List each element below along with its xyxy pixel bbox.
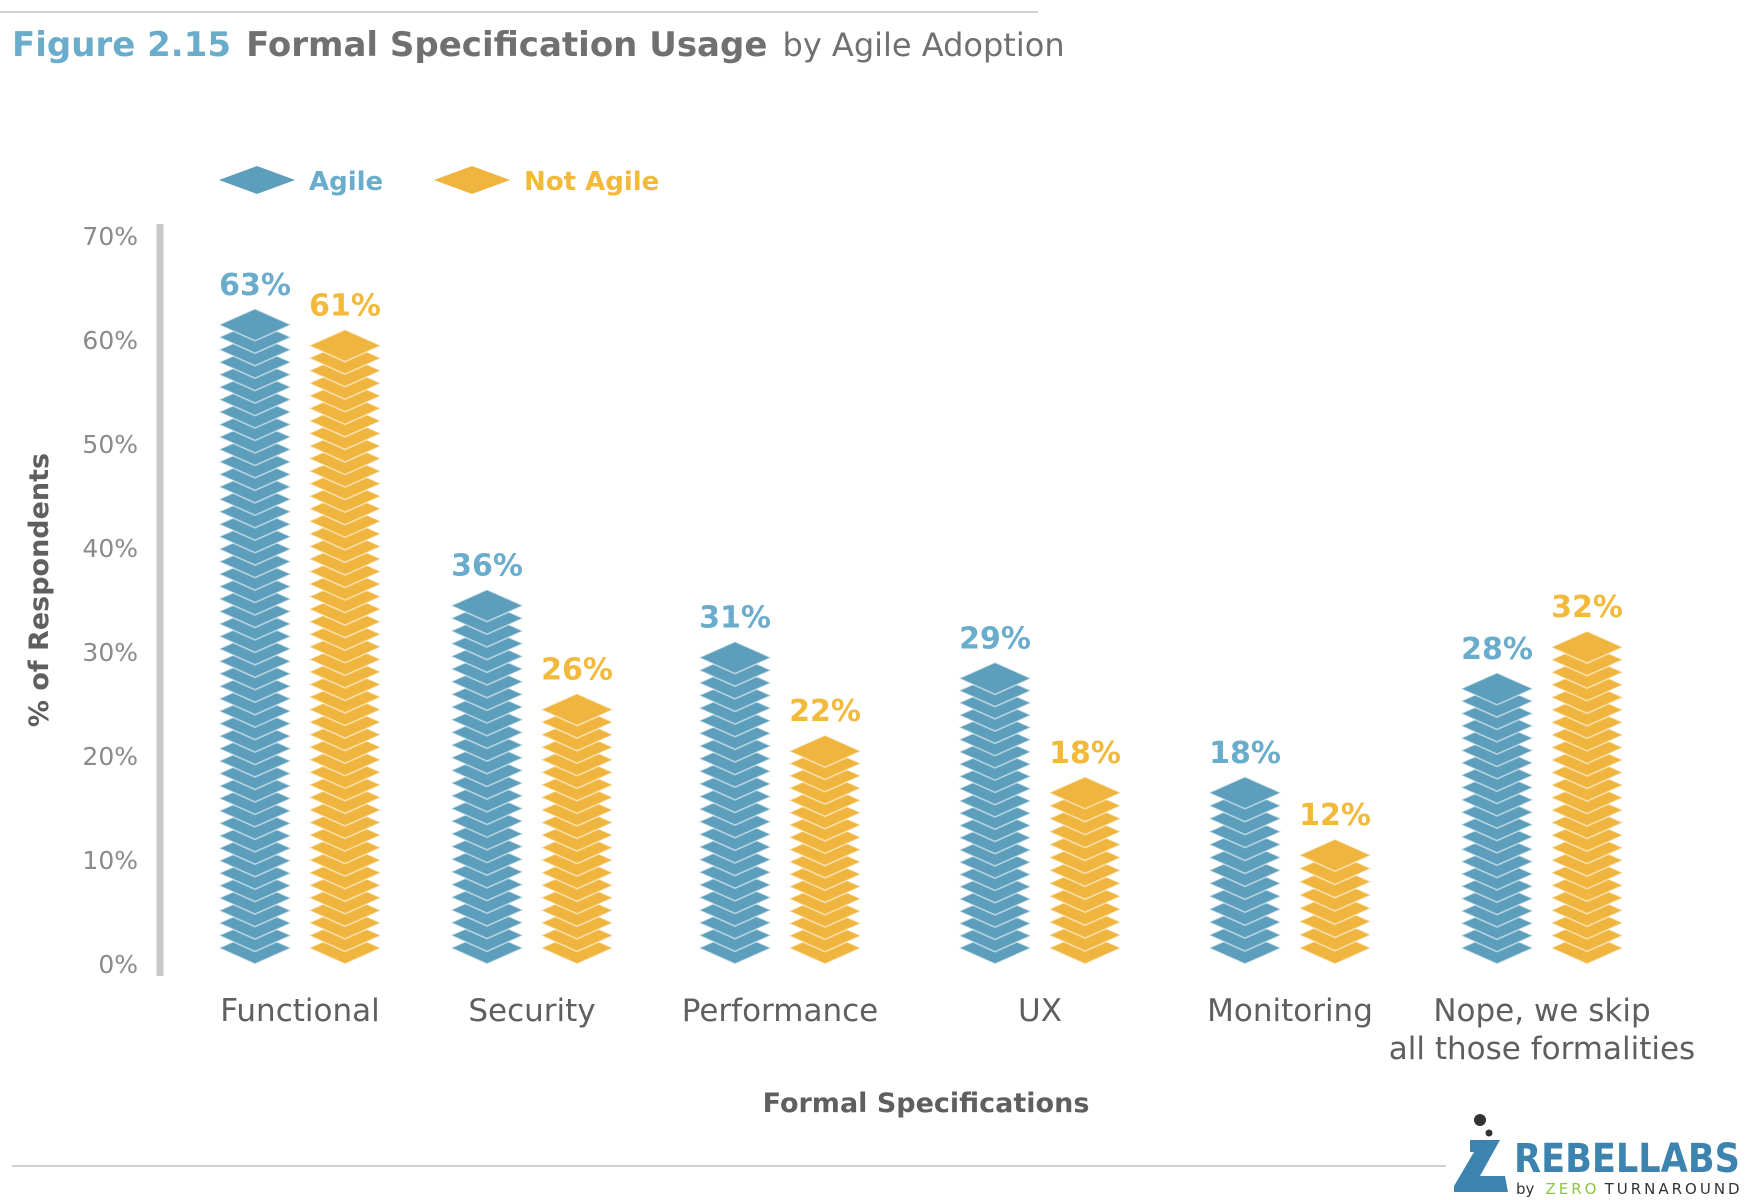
bar-segment xyxy=(1297,838,1373,873)
y-axis: 0% 10% 20% 30% 40% 50% 60% 70% xyxy=(82,222,164,979)
bar-segment xyxy=(217,307,293,342)
legend-swatch xyxy=(434,166,510,194)
y-tick-label: 0% xyxy=(98,950,138,979)
y-axis-title: % of Respondents xyxy=(24,453,55,727)
bar xyxy=(1297,838,1373,965)
bar-segment xyxy=(449,588,525,623)
category-label: Functional xyxy=(220,993,379,1029)
flask-icon xyxy=(1454,1140,1508,1192)
category-label: Performance xyxy=(682,993,878,1029)
bar-segment xyxy=(787,734,863,769)
bar-segment xyxy=(957,661,1033,696)
bar xyxy=(217,307,293,965)
logo-zero: ZERO xyxy=(1546,1180,1600,1198)
legend: Agile Not Agile xyxy=(219,166,659,197)
bar-segment xyxy=(1549,630,1625,665)
chart-title: Figure 2.15 Formal Specification Usage b… xyxy=(12,25,1065,65)
data-label: 18% xyxy=(1049,736,1121,771)
bar xyxy=(449,588,525,965)
bar xyxy=(957,661,1033,965)
data-label: 61% xyxy=(309,289,381,324)
bar xyxy=(539,692,615,965)
data-label: 28% xyxy=(1461,632,1533,667)
y-tick-label: 30% xyxy=(82,638,138,667)
bar-segment xyxy=(1207,775,1283,810)
y-tick-label: 10% xyxy=(82,846,138,875)
data-label: 18% xyxy=(1209,736,1281,771)
data-label: 26% xyxy=(541,653,613,688)
bar xyxy=(1549,630,1625,965)
bar-segment xyxy=(697,640,773,675)
y-tick-label: 20% xyxy=(82,742,138,771)
logo-turnaround: TURNAROUND xyxy=(1604,1180,1743,1198)
logo-dot xyxy=(1485,1129,1493,1137)
legend-swatch xyxy=(219,166,295,194)
rebellabs-logo: REBELLABS by ZERO TURNAROUND xyxy=(1454,1114,1743,1198)
y-tick-label: 50% xyxy=(82,430,138,459)
bar xyxy=(307,328,383,965)
bar-segment xyxy=(1459,671,1535,706)
bars: 63% 36% 31% 29% 18% 28% 61% 26% 22% 18% 12% 32% xyxy=(217,268,1625,965)
logo-brand: REBELLABS xyxy=(1514,1136,1740,1182)
bar xyxy=(697,640,773,965)
bar-segment xyxy=(539,692,615,727)
data-label: 29% xyxy=(959,621,1031,656)
category-label: UX xyxy=(1018,993,1062,1029)
data-label: 12% xyxy=(1299,798,1371,833)
data-label: 32% xyxy=(1551,590,1623,625)
legend-item: Agile xyxy=(219,166,383,197)
data-label: 63% xyxy=(219,268,291,303)
x-axis-title: Formal Specifications xyxy=(763,1088,1090,1119)
data-label: 22% xyxy=(789,694,861,729)
y-tick-label: 70% xyxy=(82,222,138,251)
title-sub: by Agile Adoption xyxy=(783,26,1065,64)
logo-dot xyxy=(1474,1114,1486,1126)
bar-segment xyxy=(1047,775,1123,810)
data-label: 36% xyxy=(451,549,523,584)
title-main: Formal Specification Usage xyxy=(246,25,767,65)
category-label: Monitoring xyxy=(1207,993,1373,1029)
category-label: Security xyxy=(468,993,595,1029)
y-tick-label: 60% xyxy=(82,326,138,355)
category-label: Nope, we skip all those formalities xyxy=(1389,993,1695,1067)
y-tick-label: 40% xyxy=(82,534,138,563)
bar xyxy=(1047,775,1123,965)
bar xyxy=(1459,671,1535,965)
category-labels: Functional Security Performance UX Monitorin… xyxy=(220,993,1695,1067)
bar-segment xyxy=(307,328,383,363)
legend-label: Agile xyxy=(309,167,383,197)
legend-label: Not Agile xyxy=(524,167,659,197)
logo-by: by xyxy=(1516,1180,1535,1198)
bar xyxy=(787,734,863,965)
figure-number: Figure 2.15 xyxy=(12,25,231,65)
data-label: 31% xyxy=(699,601,771,636)
logo-tagline: by ZERO TURNAROUND xyxy=(1516,1179,1743,1198)
legend-item: Not Agile xyxy=(434,166,659,197)
bar xyxy=(1207,775,1283,965)
